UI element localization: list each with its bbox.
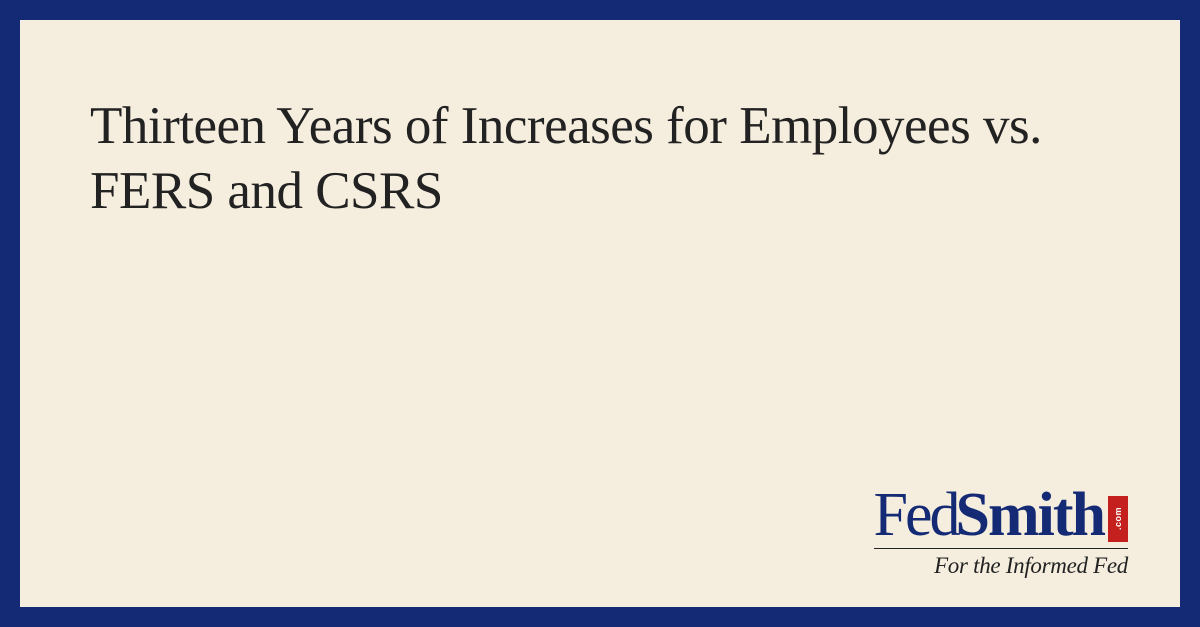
logo-dotcom-text: .com [1114,507,1122,530]
article-headline: Thirteen Years of Increases for Employee… [90,94,1050,223]
logo-smith-text: Smith [956,484,1104,546]
brand-tagline: For the Informed Fed [874,548,1128,579]
logo-dotcom-badge: .com [1108,496,1128,542]
logo-fed-text: Fed [874,484,958,546]
card-frame: Thirteen Years of Increases for Employee… [0,0,1200,627]
brand-logo: Fed Smith .com [874,484,1128,547]
brand-logo-block: Fed Smith .com For the Informed Fed [874,484,1128,580]
